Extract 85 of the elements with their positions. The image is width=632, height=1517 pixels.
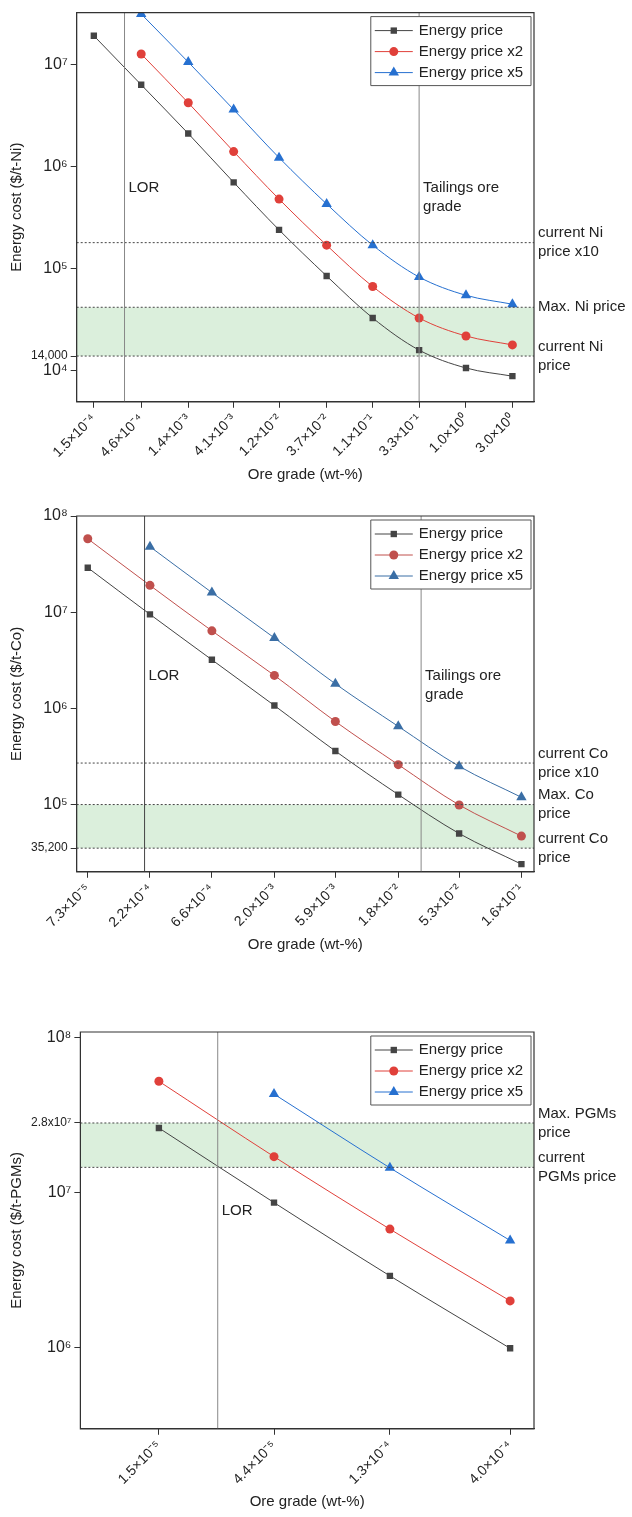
point: [269, 670, 279, 680]
point: [455, 830, 463, 837]
y-tick-label: 10⁶: [46, 1338, 72, 1356]
y-tick-label: 35,200: [31, 840, 69, 855]
legend-label: Energy price x2: [418, 41, 523, 59]
x-axis-title: Ore grade (wt-%): [249, 1492, 365, 1510]
point: [183, 98, 193, 108]
point: [144, 540, 156, 550]
point: [460, 289, 472, 299]
point: [332, 747, 339, 755]
y-tick-label: 10⁸: [46, 1027, 72, 1045]
y-tick-label: 2.8x10⁷: [31, 1115, 72, 1130]
point: [330, 717, 340, 727]
y-tick-label: 10⁷: [44, 54, 68, 72]
y-axis-title: Energy cost ($/t-PGMs): [7, 1152, 25, 1309]
point: [269, 631, 280, 641]
y-axis-title: Energy cost ($/t-Co): [7, 626, 25, 761]
y-tick-label: 10⁴: [43, 361, 68, 379]
ref-line-label: Max. Co price: [538, 785, 594, 822]
y-axis-title: Energy cost ($/t-Ni): [7, 142, 25, 272]
point: [322, 240, 332, 250]
legend-label: Energy price x5: [418, 566, 523, 584]
point: [507, 340, 517, 350]
point: [146, 611, 154, 618]
ref-line-label: LOR: [221, 1200, 253, 1218]
ref-line-label: Tailings ore grade: [425, 666, 501, 703]
point: [509, 372, 516, 380]
point: [185, 130, 192, 137]
point: [505, 1296, 515, 1306]
ref-line-label: Max. PGMs price: [538, 1103, 617, 1140]
legend-label: Energy price x2: [418, 1061, 523, 1079]
y-tick-label: 14,000: [31, 348, 69, 363]
point: [145, 580, 155, 590]
x-axis-title: Ore grade (wt-%): [247, 935, 363, 953]
point: [270, 1199, 278, 1206]
point: [330, 677, 341, 687]
point: [507, 298, 518, 308]
point: [230, 179, 237, 186]
point: [273, 151, 285, 161]
point: [518, 860, 525, 868]
legend-label: Energy price x5: [418, 1082, 523, 1100]
point: [321, 197, 332, 207]
point: [206, 586, 218, 596]
point: [268, 1088, 280, 1098]
point: [229, 147, 239, 157]
ref-line-label: current PGMs price: [538, 1148, 617, 1184]
point: [136, 49, 146, 59]
point: [271, 702, 278, 709]
point: [207, 626, 217, 636]
point: [384, 1161, 396, 1171]
y-tick-label: 10⁷: [47, 1182, 72, 1200]
ref-line-label: current Co price x10: [538, 743, 609, 780]
y-tick-label: 10⁶: [43, 698, 68, 716]
point: [516, 831, 526, 841]
x-axis-title: Ore grade (wt-%): [247, 465, 363, 483]
ref-line-label: current Co price: [538, 828, 609, 865]
point: [454, 800, 464, 810]
point: [368, 282, 378, 292]
point: [516, 791, 527, 801]
ref-line-label: Max. Ni price: [538, 297, 626, 315]
ref-line-label: current Ni price x10: [538, 223, 604, 260]
legend-label: Energy price: [418, 20, 503, 38]
ref-line-label: Tailings ore grade: [423, 177, 499, 214]
point: [367, 239, 378, 249]
point: [274, 194, 284, 204]
point: [385, 1224, 395, 1234]
y-tick-label: 10⁵: [43, 259, 68, 277]
ref-line-label: current Ni price: [538, 336, 604, 373]
point: [395, 791, 402, 798]
y-tick-label: 10⁵: [43, 794, 68, 812]
point: [269, 1152, 279, 1162]
y-tick-label: 10⁶: [43, 156, 68, 174]
y-tick-label: 10⁷: [44, 602, 68, 620]
ref-line-label: LOR: [128, 177, 160, 195]
legend-label: Energy price: [418, 1040, 503, 1058]
point: [228, 103, 239, 113]
point: [323, 272, 330, 280]
ref-line-label: LOR: [148, 666, 180, 684]
legend-label: Energy price x5: [418, 62, 523, 80]
point: [461, 331, 471, 341]
point: [183, 56, 194, 66]
legend-label: Energy price x2: [418, 545, 523, 563]
point: [83, 534, 93, 544]
y-tick-label: 10⁸: [43, 506, 68, 524]
legend-label: Energy price: [418, 524, 503, 542]
